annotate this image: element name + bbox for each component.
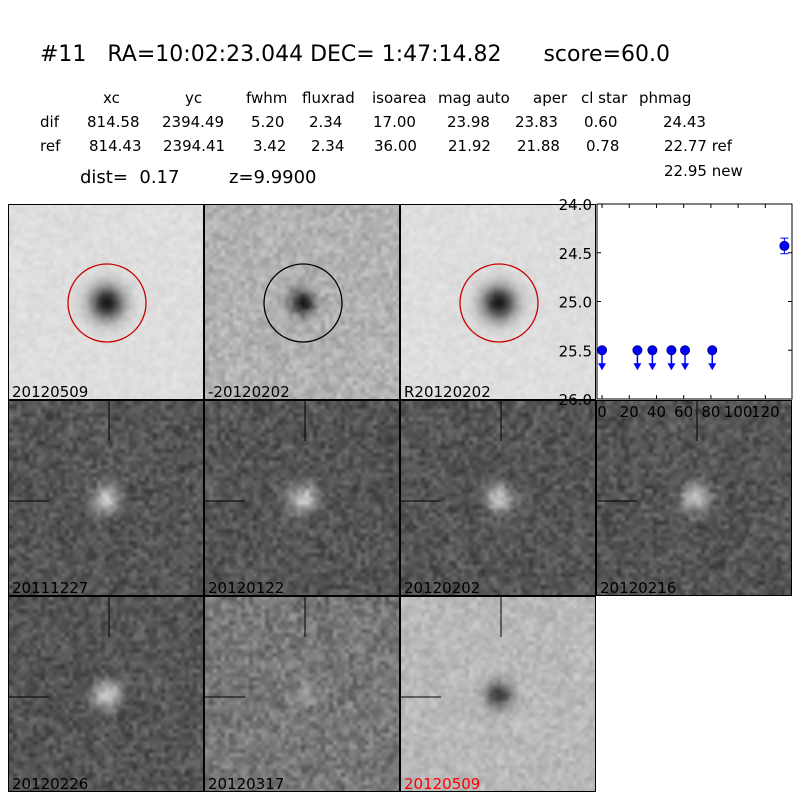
upper-limit-arrowhead <box>667 363 676 371</box>
x-tick-label: 0 <box>597 403 607 421</box>
stamp-image <box>401 401 595 595</box>
z-value: z=9.9900 <box>229 167 317 188</box>
stamp-date-label: 20120216 <box>600 579 677 596</box>
stamp-date-label: 20120122 <box>208 579 285 596</box>
image-stamp: 20120122 <box>204 400 400 596</box>
y-tick-label: 24.5 <box>559 245 592 263</box>
detection-point <box>779 240 790 251</box>
upper-limit-arrowhead <box>598 363 607 371</box>
stamp-date-label: 20111227 <box>12 579 89 596</box>
image-stamp: 20120317 <box>204 596 400 792</box>
x-tick-label: 60 <box>674 403 693 421</box>
table-cell: 22.77 ref <box>664 137 733 155</box>
x-tick-label: 120 <box>751 403 780 421</box>
aperture-circle <box>263 263 343 343</box>
upper-limit-point <box>597 345 608 356</box>
upper-limit-point <box>666 345 677 356</box>
table-cell: 2.34 <box>309 113 343 131</box>
stamp-image <box>401 205 595 399</box>
stamp-date-label: 20120317 <box>208 775 285 792</box>
y-tick-label: 24.0 <box>559 196 592 214</box>
stamp-image <box>9 205 203 399</box>
image-stamp: 20120202 <box>400 400 596 596</box>
table-cell: 21.92 <box>448 137 491 155</box>
plot-area <box>596 203 793 400</box>
stamp-date-label: 20120509 <box>12 383 89 400</box>
column-header: xc <box>103 89 120 107</box>
y-tick-label: 25.5 <box>559 342 592 360</box>
column-header: isoarea <box>372 89 427 107</box>
aperture-circle <box>459 263 539 343</box>
image-stamp: R20120202 <box>400 204 596 400</box>
table-cell: 23.98 <box>447 113 490 131</box>
table-cell: 3.42 <box>253 137 287 155</box>
stamp-date-label: -20120202 <box>208 383 290 400</box>
candidate-title: #11 RA=10:02:23.044 DEC= 1:47:14.82 scor… <box>40 42 670 67</box>
y-tick-label: 26.0 <box>559 391 592 409</box>
column-header: aper <box>533 89 568 107</box>
column-header: fwhm <box>246 89 288 107</box>
upper-limit-point <box>680 345 691 356</box>
stamp-image <box>205 597 399 791</box>
row-label: ref <box>40 137 61 155</box>
aperture-circle <box>67 263 147 343</box>
column-header: cl star <box>581 89 628 107</box>
image-stamp: 20111227 <box>8 400 204 596</box>
image-stamp: -20120202 <box>204 204 400 400</box>
table-cell: 2394.49 <box>162 113 225 131</box>
stamp-image <box>9 401 203 595</box>
upper-limit-point <box>707 345 718 356</box>
upper-limit-arrowhead <box>648 363 657 371</box>
x-tick-label: 20 <box>620 403 639 421</box>
table-cell: 814.43 <box>89 137 142 155</box>
table-cell: 21.88 <box>517 137 560 155</box>
stamp-image <box>205 205 399 399</box>
table-cell: 5.20 <box>251 113 285 131</box>
image-stamp: 20120226 <box>8 596 204 792</box>
x-tick-label: 80 <box>701 403 720 421</box>
row-label: dif <box>40 113 59 131</box>
image-stamp: 20120509 <box>8 204 204 400</box>
table-cell: 24.43 <box>663 113 706 131</box>
image-stamp: 20120509 <box>400 596 596 792</box>
stamp-image <box>205 401 399 595</box>
table-cell: 814.58 <box>87 113 140 131</box>
table-cell: 17.00 <box>373 113 416 131</box>
stamp-date-label: R20120202 <box>404 383 491 400</box>
stamp-date-label: 20120509 <box>404 775 481 792</box>
dist-value: dist= 0.17 <box>80 167 180 188</box>
table-cell: 2.34 <box>311 137 345 155</box>
column-header: yc <box>185 89 203 107</box>
column-header: phmag <box>639 89 692 107</box>
column-header: mag auto <box>438 89 510 107</box>
x-tick-label: 40 <box>647 403 666 421</box>
stamp-date-label: 20120202 <box>404 579 481 596</box>
phmag-new: 22.95 new <box>664 162 743 180</box>
table-cell: 2394.41 <box>163 137 226 155</box>
stamp-image <box>597 401 791 595</box>
stamp-image <box>9 597 203 791</box>
upper-limit-arrowhead <box>681 363 690 371</box>
stamp-image <box>401 597 595 791</box>
table-cell: 0.60 <box>584 113 618 131</box>
table-cell: 23.83 <box>515 113 558 131</box>
x-tick-label: 100 <box>724 403 753 421</box>
table-cell: 0.78 <box>586 137 620 155</box>
y-tick-label: 25.0 <box>559 294 592 312</box>
upper-limit-point <box>647 345 658 356</box>
image-stamp: 20120216 <box>596 400 792 596</box>
table-cell: 36.00 <box>374 137 417 155</box>
upper-limit-arrowhead <box>633 363 642 371</box>
column-header: fluxrad <box>302 89 355 107</box>
stamp-date-label: 20120226 <box>12 775 89 792</box>
upper-limit-point <box>632 345 643 356</box>
upper-limit-arrowhead <box>708 363 717 371</box>
